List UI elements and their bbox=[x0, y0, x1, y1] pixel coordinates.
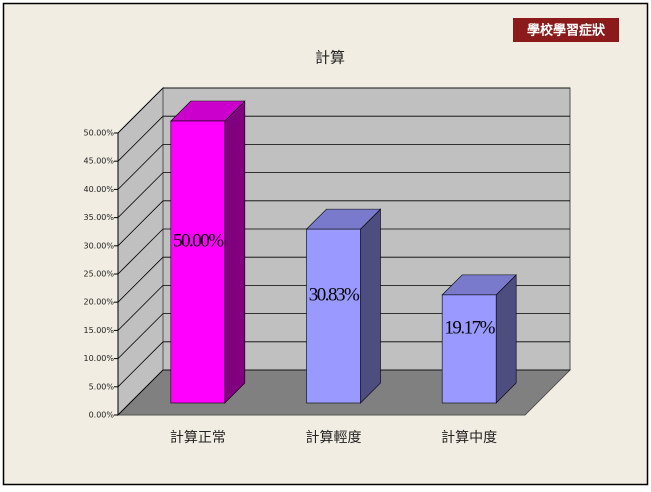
y-tick-label: 5.00% bbox=[89, 382, 115, 391]
x-tick-label: 計算輕度 bbox=[306, 430, 362, 446]
bar-front bbox=[170, 120, 226, 404]
grid-line bbox=[117, 172, 164, 218]
grid-line bbox=[117, 369, 164, 416]
y-tick-label: 45.00% bbox=[83, 157, 114, 166]
y-tick-label: 40.00% bbox=[83, 185, 114, 194]
grid-line bbox=[117, 228, 164, 275]
x-tick-label: 計算正常 bbox=[170, 430, 226, 446]
x-tick-label: 計算中度 bbox=[441, 430, 497, 446]
grid-line bbox=[117, 87, 164, 134]
grid-line bbox=[117, 285, 164, 331]
y-tick-label: 20.00% bbox=[83, 298, 114, 307]
bar-side bbox=[360, 208, 381, 404]
data-label: 19.17% bbox=[444, 317, 495, 338]
data-label: 50.00% bbox=[173, 230, 224, 251]
y-tick-label: 15.00% bbox=[83, 326, 114, 335]
grid-line bbox=[117, 115, 164, 162]
grid-line bbox=[117, 256, 164, 303]
bar bbox=[170, 100, 246, 404]
badge-bg bbox=[513, 18, 619, 42]
bar-side bbox=[224, 100, 246, 404]
bar-front bbox=[306, 228, 361, 404]
grid-line bbox=[117, 313, 164, 359]
bar-side bbox=[495, 274, 517, 404]
y-tick-label: 30.00% bbox=[83, 241, 114, 250]
y-tick-label: 10.00% bbox=[83, 354, 114, 363]
badge: 學校學習症狀 bbox=[527, 23, 606, 39]
y-tick-label: 25.00% bbox=[83, 270, 114, 279]
bar bbox=[305, 208, 382, 404]
data-label: 30.83% bbox=[309, 284, 360, 305]
chart-title: 計算 bbox=[315, 49, 345, 67]
bars: 50.00% 30.83% 19.17% bbox=[170, 100, 517, 404]
grid-line bbox=[117, 200, 164, 247]
bar-front bbox=[441, 294, 497, 404]
y-tick-label: 0.00% bbox=[89, 411, 115, 420]
y-tick-label: 50.00% bbox=[83, 129, 114, 138]
grid-line bbox=[117, 341, 164, 388]
y-tick-label: 35.00% bbox=[83, 213, 114, 222]
bar bbox=[441, 274, 517, 404]
grid-line bbox=[117, 144, 164, 190]
